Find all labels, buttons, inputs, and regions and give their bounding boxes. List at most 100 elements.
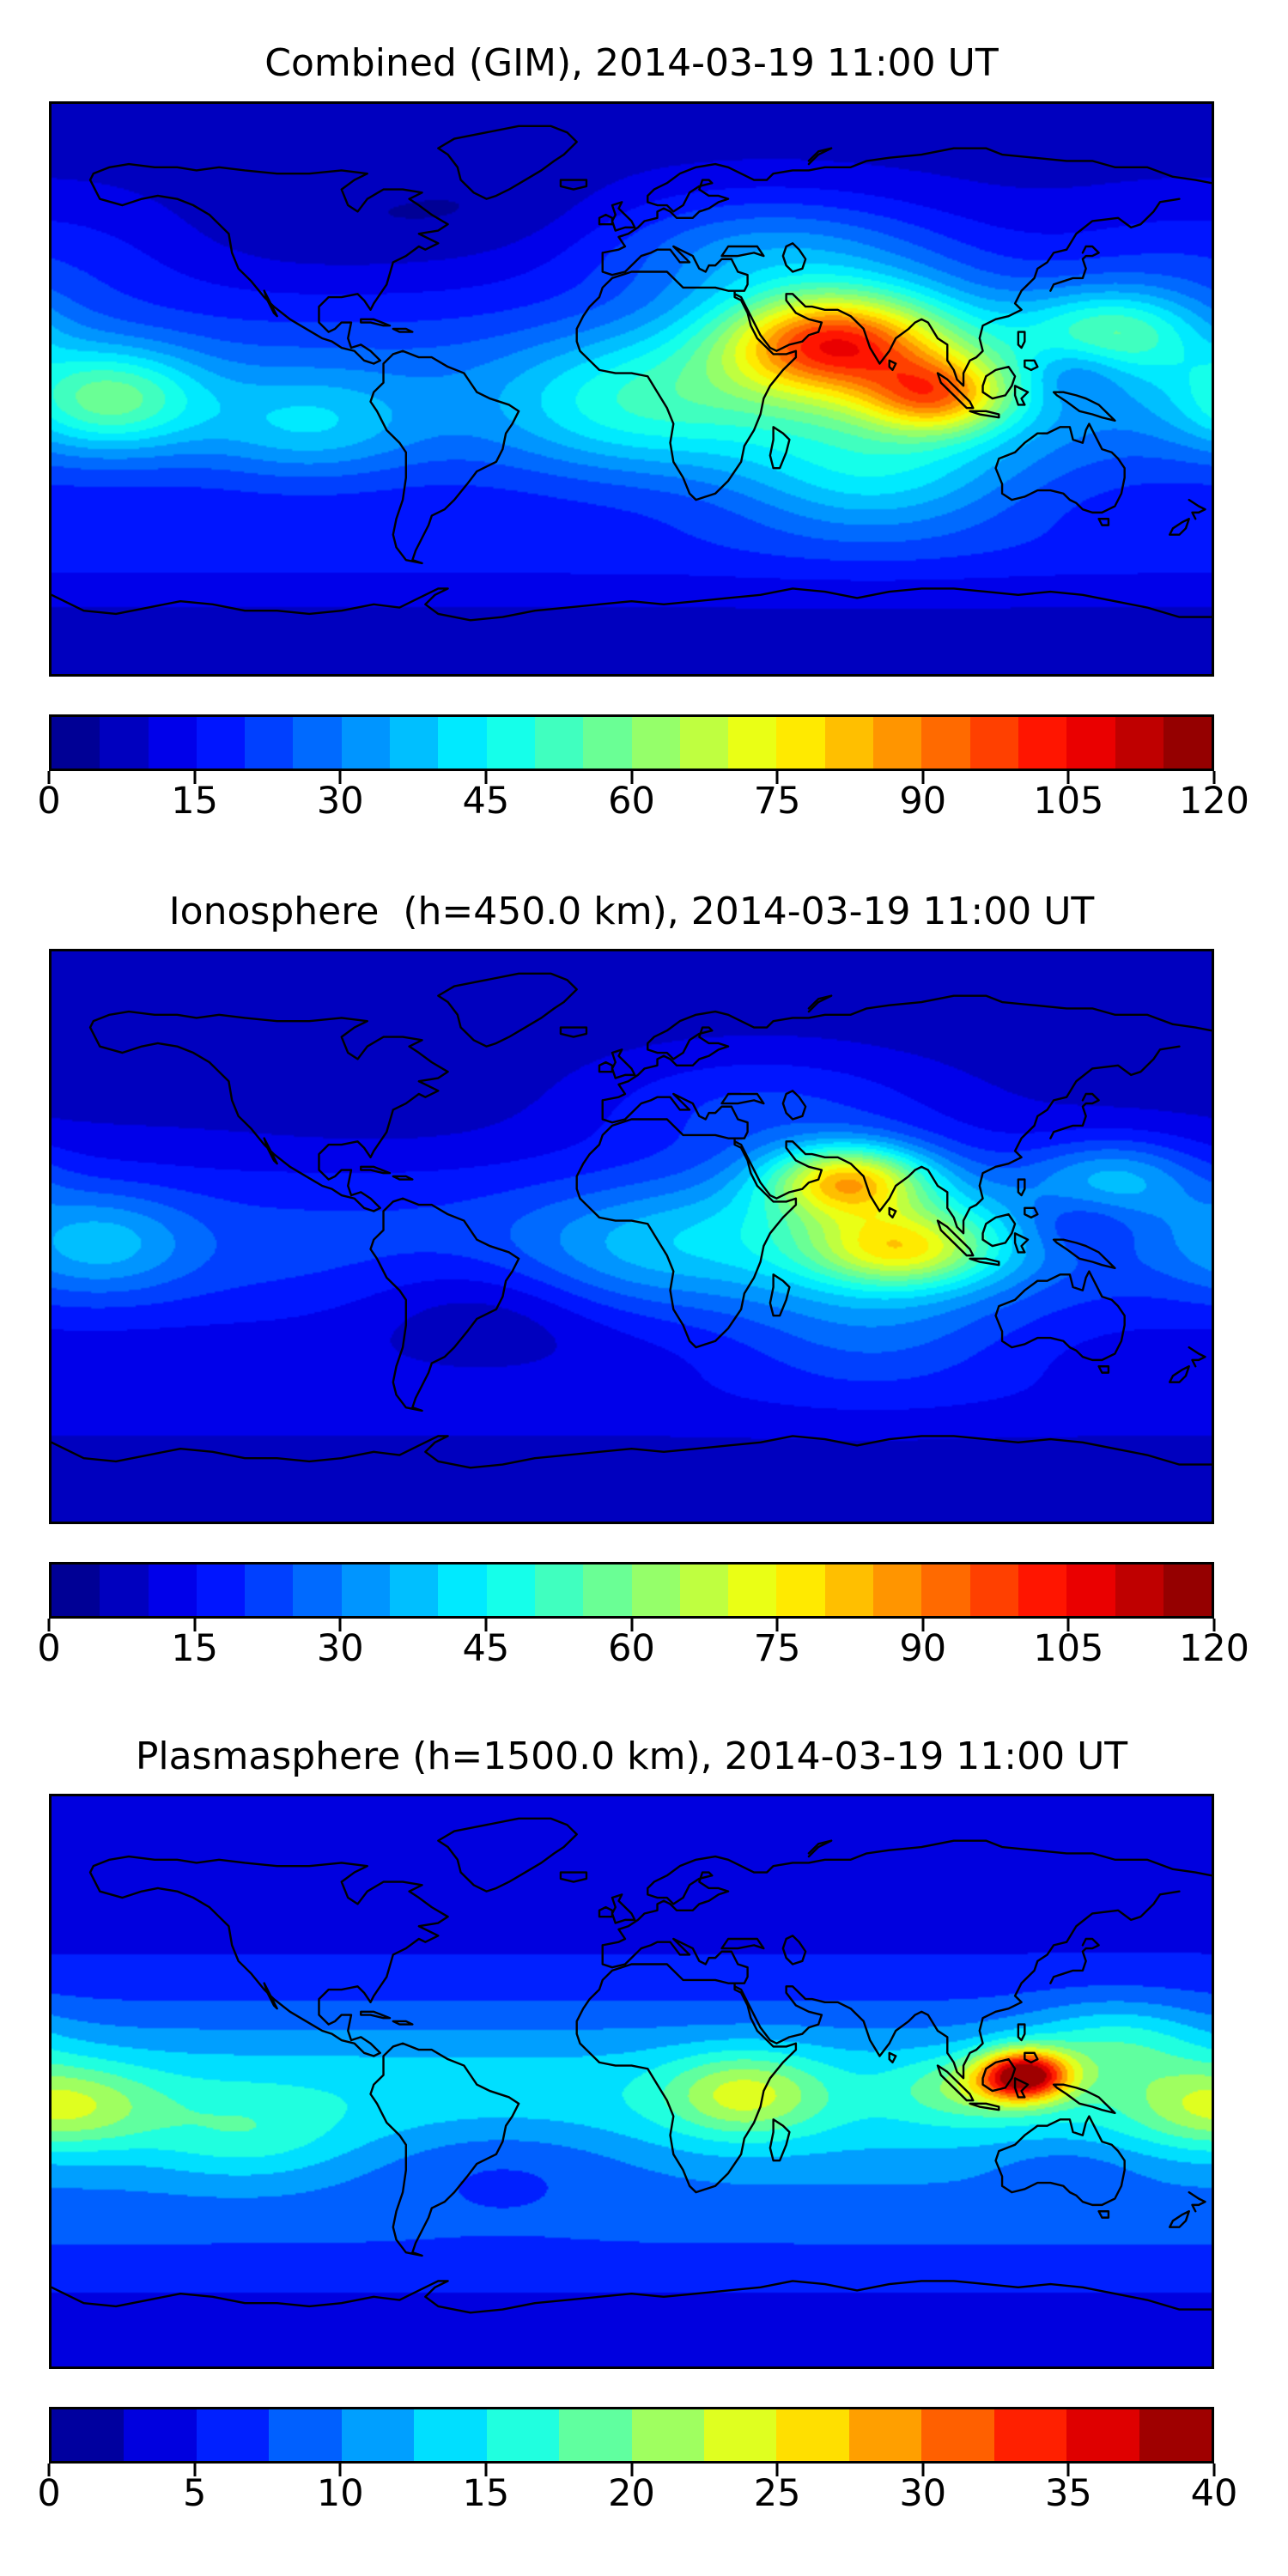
map-combined-gim [49,101,1214,677]
colorbar-swatch [1139,2409,1212,2461]
map-plasmasphere [49,1794,1214,2369]
colorbar-swatch [873,1564,922,1616]
colorbar-tick [47,771,51,784]
colorbar-swatch [993,2409,1067,2461]
colorbar-swatch [124,2409,197,2461]
colorbar-swatch [921,1564,970,1616]
colorbar-tick-label: 60 [608,780,655,823]
colorbar-swatch [1066,717,1115,769]
tec-field-canvas [52,1796,1212,2366]
colorbar-tick-label: 90 [899,780,947,823]
colorbar-swatch [559,2409,632,2461]
colorbar-swatch [534,1564,584,1616]
coastline-path [52,126,1212,620]
colorbar-swatch [703,2409,777,2461]
colorbar-combined-ticks [47,771,1216,784]
coastline-path [52,1819,1212,2312]
colorbar-tick [193,771,197,784]
colorbar-tick [338,2464,342,2476]
coastlines-svg [52,951,1212,1522]
tec-field-canvas [52,104,1212,674]
colorbar-tick [484,1619,488,1631]
colorbar-ionosphere [49,1562,1214,1619]
colorbar-tick [630,1619,633,1631]
colorbar-tick-label: 30 [899,2472,947,2515]
colorbar-tick-label: 25 [753,2472,801,2515]
colorbar-tick [921,2464,925,2476]
colorbar-tick-label: 15 [171,780,218,823]
colorbar-tick [1212,2464,1216,2476]
colorbar-swatch [1163,717,1212,769]
colorbar-swatch [52,2409,125,2461]
colorbar-swatch [679,1564,729,1616]
colorbar-tick [775,771,779,784]
colorbar-tick-label: 40 [1190,2472,1238,2515]
colorbar-swatch [341,2409,415,2461]
colorbar-swatch [269,2409,342,2461]
colorbar-swatch [438,1564,487,1616]
colorbar-tick-label: 105 [1033,1627,1104,1670]
colorbar-swatch [414,2409,487,2461]
colorbar-tick [775,1619,779,1631]
colorbar-tick [484,2464,488,2476]
colorbar-swatch [921,2409,994,2461]
colorbar-tick-label: 120 [1178,780,1250,823]
colorbar-tick [775,2464,779,2476]
colorbar-swatch [631,2409,704,2461]
colorbar-swatch [534,717,584,769]
colorbar-swatch [679,717,729,769]
colorbar-swatch [776,1564,825,1616]
colorbar-tick [193,1619,197,1631]
colorbar-plasmasphere-labels: 0 5 10 15 20 25 30 35 40 [37,2472,1237,2518]
colorbar-tick-label: 10 [316,2472,364,2515]
colorbar-swatches [52,1564,1212,1616]
coastlines-svg [52,1796,1212,2366]
colorbar-tick [630,771,633,784]
panel-3-title: Plasmasphere (h=1500.0 km), 2014-03-19 1… [135,1735,1128,1778]
coastline-path [52,974,1212,1467]
colorbar-tick-label: 20 [608,2472,655,2515]
colorbar-tick-label: 35 [1045,2472,1092,2515]
colorbar-ionosphere-labels: 0 15 30 45 60 75 90 105 120 [37,1627,1249,1674]
colorbar-swatch [196,2409,270,2461]
colorbar-tick [338,1619,342,1631]
colorbar-tick-label: 0 [37,1627,61,1670]
colorbar-ionosphere-ticks [47,1619,1216,1631]
colorbar-swatch [52,717,100,769]
colorbar-swatch [1018,1564,1067,1616]
colorbar-tick [1066,2464,1070,2476]
colorbar-swatch [196,717,246,769]
colorbar-swatch [341,1564,391,1616]
coastlines-svg [52,104,1212,674]
colorbar-tick-label: 45 [462,780,510,823]
colorbar-swatch [341,717,391,769]
colorbar-swatch [293,1564,342,1616]
colorbar-tick-label: 60 [608,1627,655,1670]
colorbar-swatch [1066,1564,1115,1616]
colorbar-tick [1212,771,1216,784]
colorbar-swatch [969,1564,1018,1616]
colorbar-swatch [390,717,439,769]
colorbar-tick [630,2464,633,2476]
colorbar-swatch [631,1564,680,1616]
colorbar-tick-label: 0 [37,2472,61,2515]
colorbar-swatch [52,1564,100,1616]
colorbar-swatch [631,717,680,769]
colorbar-swatch [245,717,294,769]
colorbar-plasmasphere-ticks [47,2464,1216,2476]
colorbar-tick-label: 120 [1178,1627,1250,1670]
colorbar-swatches [52,2409,1212,2461]
map-ionosphere [49,949,1214,1524]
colorbar-swatch [1163,1564,1212,1616]
colorbar-tick-label: 0 [37,780,61,823]
colorbar-swatch [245,1564,294,1616]
colorbar-swatch [824,1564,874,1616]
colorbar-tick-label: 45 [462,1627,510,1670]
colorbar-swatch [293,717,342,769]
colorbar-swatch [1115,1564,1163,1616]
colorbar-swatch [148,717,197,769]
colorbar-tick [484,771,488,784]
colorbar-tick-label: 105 [1033,780,1104,823]
colorbar-swatch [196,1564,246,1616]
